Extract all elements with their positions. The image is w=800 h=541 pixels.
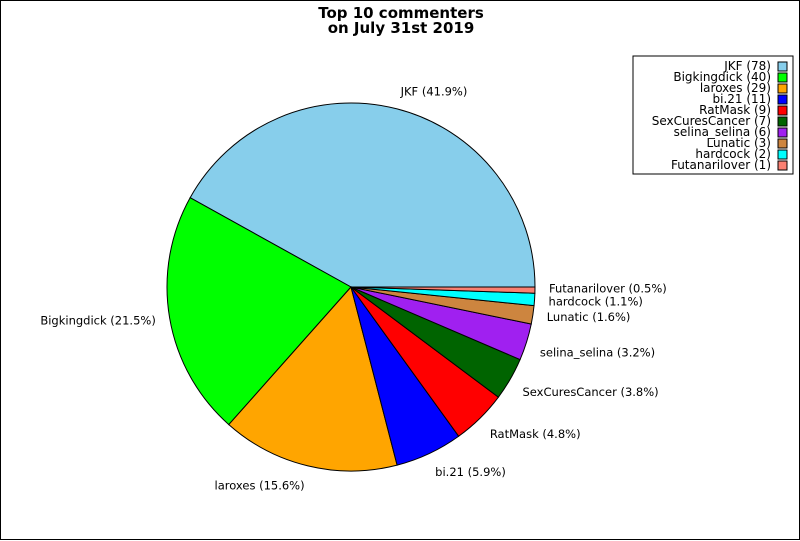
legend-swatch-laroxes	[777, 83, 788, 94]
legend-label-RatMask: RatMask (9)	[699, 103, 771, 117]
pie-slice-laroxes	[228, 285, 398, 472]
pie-slice-labels: JKF (41.9%) Bigkingdick (21.5%) laroxes (1…	[40, 84, 666, 492]
legend-label-JKF: JKF (78)	[723, 59, 771, 73]
chart-title-line-2: on July 31st 2019	[328, 19, 475, 37]
legend-swatch-Futanarilover	[777, 160, 788, 171]
pie-slice-Bigkingdick	[166, 197, 352, 426]
legend-label-Lunatic: Lunatic (3)	[707, 136, 772, 150]
slice-label-Futanarilover: Futanarilover (0.5%)	[549, 281, 667, 295]
legend-items: JKF (78)Bigkingdick (40)laroxes (29)bi.2…	[652, 59, 788, 172]
legend-label-selina_selina: selina_selina (6)	[674, 125, 771, 139]
slice-label-SexCuresCancer: SexCuresCancer (3.8%)	[522, 385, 658, 399]
slice-label-Bigkingdick: Bigkingdick (21.5%)	[40, 313, 155, 327]
slice-label-RatMask: RatMask (4.8%)	[490, 427, 581, 441]
legend-label-bi.21: bi.21 (11)	[713, 92, 771, 106]
legend-swatch-RatMask	[777, 105, 788, 116]
pie-slices	[166, 102, 536, 472]
chart-title-line-1: Top 10 commenters	[318, 4, 484, 22]
slice-label-selina_selina: selina_selina (3.2%)	[540, 345, 655, 359]
slice-label-hardcock: hardcock (1.1%)	[549, 294, 643, 308]
legend-label-Futanarilover: Futanarilover (1)	[671, 158, 771, 172]
slice-label-bi.21: bi.21 (5.9%)	[435, 465, 506, 479]
legend-swatch-SexCuresCancer	[777, 116, 788, 127]
slice-label-JKF: JKF (41.9%)	[400, 84, 468, 98]
legend-swatch-Bigkingdick	[777, 72, 788, 83]
legend-label-SexCuresCancer: SexCuresCancer (7)	[652, 114, 771, 128]
legend-label-Bigkingdick: Bigkingdick (40)	[673, 70, 771, 84]
legend-swatch-selina_selina	[777, 127, 788, 138]
legend-swatch-bi.21	[777, 94, 788, 105]
slice-label-Lunatic: Lunatic (1.6%)	[547, 310, 631, 324]
pie-slice-JKF	[189, 102, 536, 288]
legend-swatch-JKF	[777, 61, 788, 72]
legend-box	[632, 55, 794, 175]
legend-label-hardcock: hardcock (2)	[695, 147, 771, 161]
legend-swatch-Lunatic	[777, 138, 788, 149]
legend: JKF (78)Bigkingdick (40)laroxes (29)bi.2…	[632, 55, 794, 175]
slice-label-laroxes: laroxes (15.6%)	[215, 478, 305, 492]
pie-slice-Futanarilover	[350, 286, 536, 294]
legend-label-laroxes: laroxes (29)	[700, 81, 771, 95]
legend-swatch-hardcock	[777, 149, 788, 160]
